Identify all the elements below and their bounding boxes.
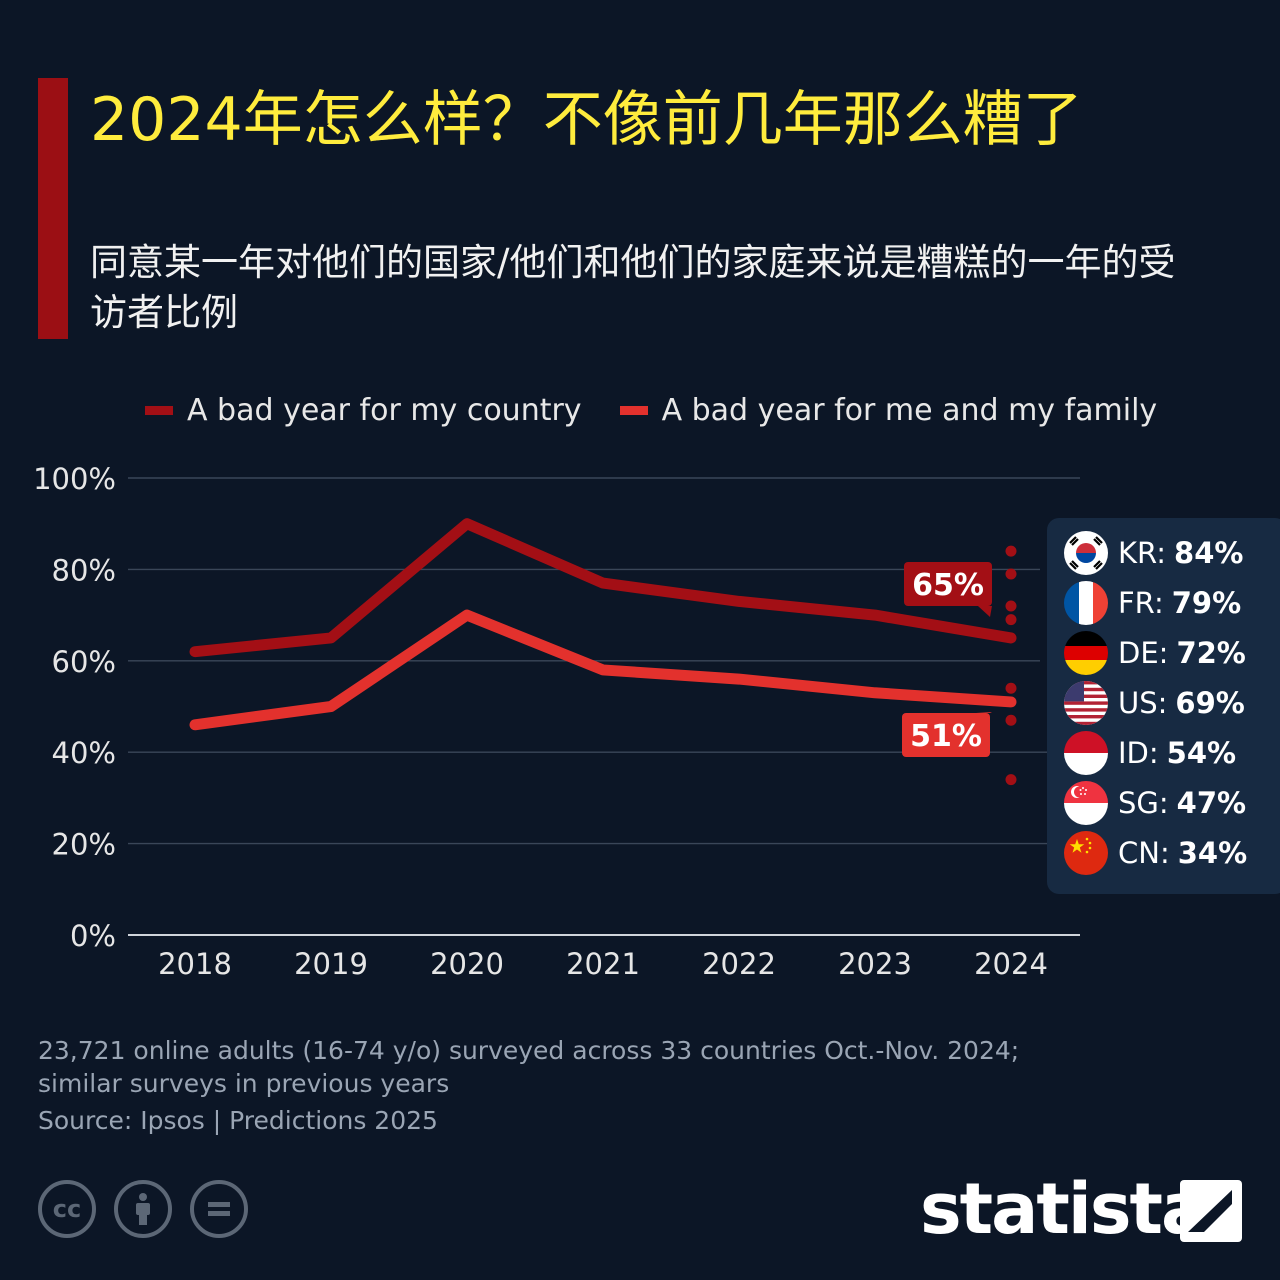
- country-value-sg: 47%: [1176, 786, 1247, 820]
- x-tick-label: 2020: [430, 947, 504, 981]
- country-point: [1005, 714, 1017, 726]
- series-line-family: [189, 609, 1017, 731]
- country-point: [1005, 614, 1017, 626]
- country-row-sg: SG: 47%: [1064, 780, 1246, 826]
- y-tick-label: 20%: [52, 828, 116, 862]
- survey-note: 23,721 online adults (16-74 y/o) surveye…: [38, 1036, 1020, 1098]
- chart-title: 2024年怎么样？不像前几年那么糟了: [90, 85, 1083, 155]
- x-tick-label: 2024: [974, 947, 1048, 981]
- accent-bar: [38, 78, 68, 339]
- source-text: Source: Ipsos | Predictions 2025: [38, 1106, 438, 1135]
- country-point: [1005, 568, 1017, 580]
- country-point: [1005, 774, 1017, 786]
- legend-label-family: A bad year for me and my family: [661, 392, 1158, 428]
- country-row-id: ID: 54%: [1064, 730, 1236, 776]
- legend-item-country: A bad year for my country: [145, 393, 582, 428]
- country-point: [1005, 545, 1017, 557]
- country-row-de: DE: 72%: [1064, 630, 1246, 676]
- x-tick-label: 2019: [294, 947, 368, 981]
- y-tick-label: 0%: [70, 919, 116, 953]
- cc-icon[interactable]: cc: [38, 1180, 96, 1238]
- cn-flag-icon: [1064, 831, 1108, 875]
- country-point: [1005, 600, 1017, 612]
- y-tick-label: 40%: [52, 736, 116, 770]
- y-tick-label: 100%: [33, 462, 116, 496]
- country-code-de: DE:: [1118, 636, 1169, 670]
- country-value-cn: 34%: [1177, 836, 1248, 870]
- end-label-pointer: [978, 606, 992, 617]
- attribution-icon[interactable]: [114, 1180, 172, 1238]
- legend-swatch-country: [145, 405, 173, 415]
- legend-label-country: A bad year for my country: [187, 392, 582, 428]
- country-value-id: 54%: [1166, 736, 1237, 770]
- statista-logo-mark-icon: [1180, 1180, 1242, 1242]
- x-tick-label: 2022: [702, 947, 776, 981]
- us-flag-icon: [1064, 681, 1108, 725]
- line-chart: 0% 20% 40% 60% 80% 100% 2018 2019 2020 2021 2022 20…: [33, 462, 1080, 981]
- y-tick-label: 80%: [52, 553, 116, 587]
- country-code-id: ID:: [1118, 736, 1159, 770]
- end-label-pointer: [976, 712, 992, 713]
- country-row-kr: KR: 84%: [1064, 530, 1243, 576]
- end-label: 51%: [910, 719, 982, 754]
- sg-flag-icon: [1064, 781, 1108, 825]
- legend-swatch-family: [619, 405, 648, 415]
- kr-flag-icon: [1064, 531, 1108, 575]
- id-flag-icon: [1064, 731, 1108, 775]
- statista-logo[interactable]: statista: [920, 1168, 1208, 1250]
- end-label-box: [902, 713, 990, 757]
- country-code-fr: FR:: [1118, 586, 1164, 620]
- x-tick-label: 2023: [838, 947, 912, 981]
- no-derivatives-icon[interactable]: [190, 1180, 248, 1238]
- country-value-us: 69%: [1175, 686, 1245, 720]
- country-value-kr: 84%: [1174, 536, 1244, 570]
- country-code-cn: CN:: [1118, 836, 1170, 870]
- chart-subtitle: 同意某一年对他们的国家/他们和他们的家庭来说是糟糕的一年的受访者比例: [90, 241, 1176, 334]
- country-code-us: US:: [1118, 686, 1168, 720]
- fr-flag-icon: [1064, 581, 1108, 625]
- x-tick-label: 2021: [566, 947, 640, 981]
- license-icons: cc: [38, 1180, 266, 1238]
- country-point: [1005, 682, 1017, 694]
- legend: A bad year for my country A bad year for…: [145, 388, 1195, 432]
- country-row-fr: FR: 79%: [1064, 580, 1241, 626]
- country-value-de: 72%: [1176, 636, 1246, 670]
- legend-item-family: A bad year for me and my family: [619, 392, 1158, 428]
- de-flag-icon: [1064, 631, 1108, 675]
- country-value-fr: 79%: [1171, 586, 1242, 620]
- series-line-country: [189, 518, 1017, 658]
- country-row-cn: CN: 34%: [1064, 830, 1247, 876]
- end-label-box: [904, 562, 992, 606]
- y-tick-label: 60%: [52, 645, 116, 679]
- end-label: 65%: [912, 568, 984, 603]
- country-row-us: US: 69%: [1064, 680, 1245, 726]
- country-code-kr: KR:: [1118, 536, 1167, 570]
- country-code-sg: SG:: [1118, 786, 1169, 820]
- x-tick-label: 2018: [158, 947, 232, 981]
